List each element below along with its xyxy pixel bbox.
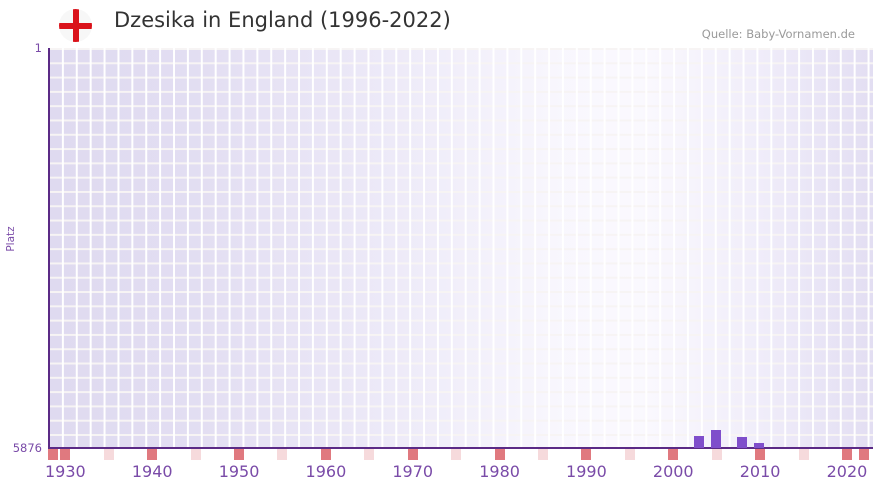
- x-tick-label: 1980: [479, 462, 520, 481]
- y-axis-top-label: 1: [34, 41, 42, 55]
- y-axis-bottom-label: 5876: [12, 441, 42, 455]
- decade-tick-mark: [841, 449, 852, 460]
- minor-tick-mark: [277, 449, 288, 460]
- x-tick-label: 1960: [305, 462, 347, 481]
- decade-tick-mark: [755, 449, 766, 460]
- decade-tick-mark: [668, 449, 679, 460]
- x-tick-label: 1950: [218, 462, 260, 481]
- england-flag-icon: [59, 9, 92, 42]
- plot-area: [48, 48, 873, 448]
- x-tick-label: 1990: [566, 462, 607, 481]
- edge-tick-mark: [859, 449, 870, 460]
- minor-tick-mark: [364, 449, 375, 460]
- minor-tick-mark: [624, 449, 635, 460]
- minor-tick-mark: [451, 449, 462, 460]
- minor-tick-mark: [538, 449, 548, 460]
- decade-tick-mark: [581, 449, 592, 460]
- bar[interactable]: [694, 436, 704, 448]
- minor-tick-mark: [103, 449, 114, 460]
- x-tick-label: 1930: [45, 462, 86, 481]
- bar[interactable]: [754, 443, 764, 448]
- x-axis-ticks: [48, 449, 873, 460]
- decade-tick-mark: [407, 449, 418, 460]
- x-tick-label: 1970: [392, 462, 434, 481]
- x-tick-label: 1940: [131, 462, 173, 481]
- page-title: Dzesika in England (1996-2022): [114, 8, 451, 32]
- bar[interactable]: [737, 437, 747, 448]
- bars-layer: [48, 48, 873, 448]
- x-tick-label: 2020: [826, 462, 868, 481]
- x-axis-labels: 1930 1940 1950 1960 1970 1980 1990 2000 2010 2020: [45, 462, 873, 488]
- y-axis-title: Platz: [5, 226, 17, 252]
- decade-tick-mark: [147, 449, 158, 460]
- edge-tick-mark: [48, 449, 58, 460]
- x-tick-label: 2010: [739, 462, 781, 481]
- plot-gridlines: [48, 48, 873, 448]
- minor-tick-mark: [190, 449, 201, 460]
- x-tick-label: 2000: [652, 462, 694, 481]
- minor-tick-mark: [798, 449, 809, 460]
- minor-tick-mark: [711, 449, 722, 460]
- flag-cross-horizontal: [59, 22, 92, 29]
- decade-tick-mark: [320, 449, 331, 460]
- chart-header: Dzesika in England (1996-2022) Quelle: B…: [0, 0, 873, 46]
- x-axis-line: [48, 447, 873, 449]
- decade-tick-mark: [234, 449, 245, 460]
- decade-tick-mark: [60, 449, 71, 460]
- source-label: Quelle: Baby-Vornamen.de: [701, 27, 855, 41]
- y-axis-line: [48, 48, 50, 449]
- decade-tick-mark: [494, 449, 505, 460]
- bar[interactable]: [711, 430, 721, 448]
